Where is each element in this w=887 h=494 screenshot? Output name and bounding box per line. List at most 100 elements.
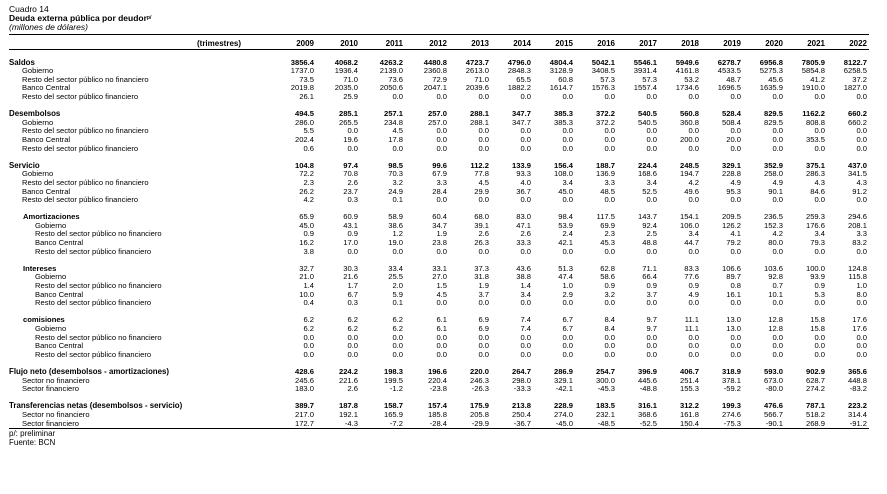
value-cell: 245.6 bbox=[294, 376, 314, 385]
spacer-cell bbox=[9, 359, 869, 368]
table-row: Desembolsos 494.5 285.1 257.1 257.0 288.1 347.… bbox=[9, 110, 869, 119]
row-spacer bbox=[249, 230, 272, 239]
row-label: Resto del sector público no financiero bbox=[35, 230, 162, 239]
value-cell: 1.0 bbox=[856, 282, 867, 291]
row-label: Gobierno bbox=[22, 118, 54, 127]
value-cell: 257.0 bbox=[427, 118, 447, 127]
value-cell: 0.0 bbox=[478, 350, 489, 359]
value-cell: 0.0 bbox=[436, 247, 447, 256]
value-cell: 0.0 bbox=[520, 135, 531, 144]
value-cell: 0.0 bbox=[347, 247, 358, 256]
value-cell: 0.0 bbox=[303, 342, 314, 351]
value-cell: 228.8 bbox=[721, 170, 741, 179]
row-label: Resto del sector público financiero bbox=[22, 144, 139, 153]
value-cell: 285.1 bbox=[338, 110, 358, 119]
value-cell: 0.0 bbox=[814, 350, 825, 359]
row-label: Resto del sector público no financiero bbox=[22, 127, 149, 136]
value-cell: 2.3 bbox=[303, 178, 314, 187]
table-row: Gobierno 72.2 70.8 70.3 67.9 77.8 93.3 108.0 136… bbox=[9, 170, 869, 179]
value-cell: 83.2 bbox=[852, 239, 867, 248]
value-cell: 183.5 bbox=[595, 402, 615, 411]
value-cell: -83.2 bbox=[849, 385, 867, 394]
row-label: Saldos bbox=[9, 58, 35, 67]
value-cell: 0.0 bbox=[604, 333, 615, 342]
value-cell: 200.0 bbox=[679, 135, 699, 144]
row-label: Transferencias netas (desembolsos - serv… bbox=[9, 402, 183, 411]
value-cell: 58.6 bbox=[600, 273, 615, 282]
row-label: Sector no financiero bbox=[22, 376, 90, 385]
value-cell: 428.6 bbox=[294, 367, 314, 376]
value-cell: 38.8 bbox=[516, 273, 531, 282]
value-cell: 660.2 bbox=[847, 118, 867, 127]
row-label: Banco Central bbox=[22, 187, 71, 196]
value-cell: 0.0 bbox=[646, 342, 657, 351]
value-cell: 4.1 bbox=[730, 230, 741, 239]
value-cell: 7.4 bbox=[520, 325, 531, 333]
value-cell: 33.4 bbox=[388, 264, 403, 273]
row-label: Sector financiero bbox=[22, 385, 79, 394]
value-cell: 0.0 bbox=[347, 127, 358, 136]
row-spacer bbox=[249, 84, 272, 93]
value-cell: 0.0 bbox=[478, 127, 489, 136]
value-cell: 0.0 bbox=[772, 144, 783, 153]
value-cell: 0.0 bbox=[562, 127, 573, 136]
table-row: Saldos 3856.4 4068.2 4263.2 4480.8 4723.7 4796… bbox=[9, 59, 869, 68]
value-cell: -91.2 bbox=[827, 419, 869, 430]
table-row: Sector no financiero 245.6 221.6 199.5 220.4… bbox=[9, 377, 869, 386]
value-cell: 45.0 bbox=[558, 187, 573, 196]
value-cell: 185.8 bbox=[427, 410, 447, 419]
value-cell: 0.0 bbox=[688, 342, 699, 351]
value-cell: 0.0 bbox=[303, 350, 314, 359]
value-cell: 1576.3 bbox=[591, 84, 615, 93]
value-cell: 183.0 bbox=[294, 385, 314, 394]
value-cell: 57.3 bbox=[642, 75, 657, 84]
value-cell: 0.9 bbox=[347, 230, 358, 239]
value-cell: 0.0 bbox=[688, 196, 699, 205]
row-label: Gobierno bbox=[35, 273, 67, 282]
value-cell: 236.5 bbox=[763, 213, 783, 222]
value-cell: 300.0 bbox=[595, 376, 615, 385]
value-cell: 566.7 bbox=[763, 410, 783, 419]
value-cell: 0.0 bbox=[562, 299, 573, 308]
value-cell: 288.1 bbox=[469, 110, 489, 119]
row-spacer bbox=[249, 239, 272, 248]
value-cell: 0.0 bbox=[856, 135, 867, 144]
value-cell: 0.0 bbox=[562, 92, 573, 101]
value-cell: 0.0 bbox=[436, 92, 447, 101]
value-cell: 0.0 bbox=[562, 333, 573, 342]
value-cell: 3.4 bbox=[562, 178, 573, 187]
row-spacer bbox=[249, 273, 272, 282]
table-row: Resto del sector público financiero 0.6 0.… bbox=[9, 145, 869, 154]
value-cell: 65.5 bbox=[516, 75, 531, 84]
spacer-cell bbox=[9, 102, 869, 111]
table-row: Resto del sector público financiero 4.2 0.… bbox=[9, 196, 869, 205]
value-cell: 77.8 bbox=[474, 170, 489, 179]
value-cell: 0.0 bbox=[520, 333, 531, 342]
value-cell: 48.5 bbox=[600, 187, 615, 196]
value-cell: 1827.0 bbox=[843, 84, 867, 93]
value-cell: 0.0 bbox=[856, 92, 867, 101]
row-label: Sector financiero bbox=[9, 419, 249, 430]
value-cell: 3408.5 bbox=[591, 67, 615, 76]
value-cell: 1734.6 bbox=[675, 84, 699, 93]
value-cell: 259.3 bbox=[805, 213, 825, 222]
value-cell: 0.0 bbox=[604, 92, 615, 101]
value-cell: 268.9 bbox=[785, 419, 827, 430]
row-label: Amortizaciones bbox=[23, 213, 80, 222]
value-cell: 1882.2 bbox=[507, 84, 531, 93]
value-cell: 4161.8 bbox=[675, 67, 699, 76]
value-cell: 57.3 bbox=[600, 75, 615, 84]
value-cell: 0.0 bbox=[604, 342, 615, 351]
value-cell: 0.0 bbox=[856, 350, 867, 359]
row-label: Resto del sector público financiero bbox=[22, 196, 139, 205]
value-cell: 77.6 bbox=[684, 273, 699, 282]
value-cell: 2.5 bbox=[646, 230, 657, 239]
table-row: Transferencias netas (desembolsos - serv… bbox=[9, 402, 869, 411]
value-cell: 165.9 bbox=[383, 410, 403, 419]
value-cell: 0.0 bbox=[436, 342, 447, 351]
value-cell: 4796.0 bbox=[507, 58, 531, 67]
row-spacer bbox=[249, 265, 272, 274]
value-cell: 17.6 bbox=[852, 316, 867, 325]
value-cell: 0.0 bbox=[392, 247, 403, 256]
value-cell: 60.9 bbox=[343, 213, 358, 222]
